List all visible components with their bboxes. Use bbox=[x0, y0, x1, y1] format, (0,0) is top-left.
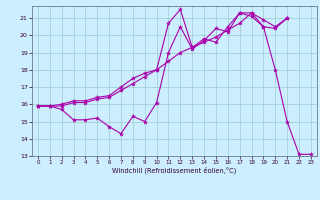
X-axis label: Windchill (Refroidissement éolien,°C): Windchill (Refroidissement éolien,°C) bbox=[112, 167, 236, 174]
